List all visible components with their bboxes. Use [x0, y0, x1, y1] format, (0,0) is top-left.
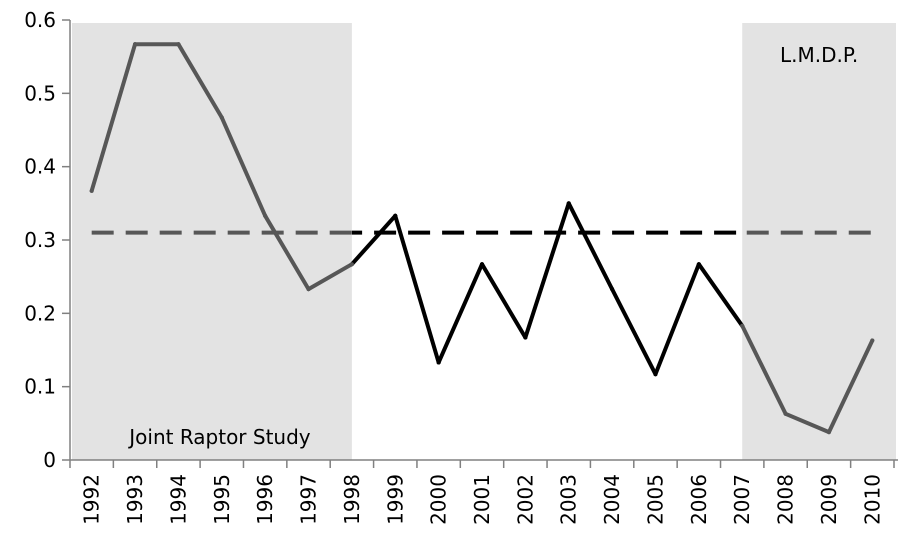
shaded-region-1 [72, 23, 352, 460]
x-tick-label-1994: 1994 [166, 474, 190, 525]
y-tick-label: 0.4 [24, 155, 56, 179]
series-line-segment [480, 262, 528, 340]
data-point-2005 [653, 372, 658, 377]
series-line-segment [176, 42, 224, 120]
data-point-1994 [176, 42, 181, 47]
region-label-2: L.M.D.P. [780, 43, 858, 67]
series-line-segment [696, 262, 745, 328]
shaded-region-2 [742, 23, 896, 460]
series-line-segment [523, 201, 571, 340]
data-point-2010 [870, 338, 875, 343]
series-line-segment [826, 338, 875, 435]
x-tick-label-2000: 2000 [427, 474, 451, 525]
y-tick-label: 0 [43, 448, 56, 472]
x-tick-label-1998: 1998 [340, 474, 364, 525]
x-tick-labels: 1992 1993 1994 1995 1996 1997 1998 1999 2000 2001… [80, 474, 885, 525]
series-line-segment [306, 262, 354, 292]
shaded-regions [72, 23, 896, 460]
series-line-segment [219, 115, 268, 218]
data-point-1997 [306, 287, 311, 292]
x-tick-label-1999: 1999 [383, 474, 407, 525]
data-point-1995 [219, 115, 224, 120]
data-point-2007 [740, 323, 745, 328]
x-tick-label-1997: 1997 [297, 474, 321, 525]
series-line-segment [436, 262, 484, 365]
series-line-segment [740, 323, 788, 416]
data-point-1999 [393, 213, 398, 218]
series-line-segment [783, 411, 831, 435]
series-line-segment [610, 287, 658, 377]
x-tick-label-2009: 2009 [817, 474, 841, 525]
region-labels: Joint Raptor Study L.M.D.P. [127, 43, 858, 449]
data-point-2000 [436, 360, 441, 365]
data-point-2001 [480, 262, 484, 267]
series-line-segment [653, 262, 701, 377]
y-tick-label: 0.3 [24, 228, 56, 252]
axes [62, 19, 898, 468]
x-tick-label-2007: 2007 [730, 474, 754, 525]
series-line-segment [263, 213, 311, 292]
x-tick-label-2003: 2003 [557, 474, 581, 525]
data-point-1992 [89, 188, 94, 193]
x-tick-label-2006: 2006 [687, 474, 711, 525]
x-tick-label-2010: 2010 [860, 474, 884, 525]
x-tick-label-2002: 2002 [513, 474, 537, 525]
x-tick-label-1995: 1995 [210, 474, 234, 525]
data-point-2006 [696, 262, 701, 267]
series-line-segment [89, 42, 138, 193]
y-tick-label: 0.6 [24, 8, 56, 32]
region-label-1: Joint Raptor Study [127, 425, 311, 449]
x-tick-label-1993: 1993 [123, 474, 147, 525]
x-tick-label-2004: 2004 [600, 474, 624, 525]
data-point-1998 [349, 262, 354, 267]
data-point-2003 [566, 201, 571, 206]
y-tick-label: 0.1 [24, 375, 56, 399]
data-point-2004 [610, 287, 615, 292]
x-tick-label-1992: 1992 [80, 474, 104, 525]
series-line-segment [349, 213, 398, 267]
series-line-segment [566, 201, 615, 292]
data-point-2009 [826, 430, 831, 435]
data-series [89, 42, 875, 435]
x-tick-label-2005: 2005 [643, 474, 667, 525]
data-point-1993 [133, 42, 138, 47]
x-tick-label-2008: 2008 [774, 474, 798, 525]
series-line-segment [393, 213, 441, 365]
x-tick-label-2001: 2001 [470, 474, 494, 525]
y-tick-label: 0.5 [24, 81, 56, 105]
y-tick-label: 0.2 [24, 301, 56, 325]
y-tick-labels: 0 0.1 0.2 0.3 0.4 0.5 0.6 [24, 8, 56, 472]
data-point-2008 [783, 411, 788, 416]
data-point-2002 [523, 335, 528, 340]
data-point-1996 [263, 213, 268, 218]
x-tick-label-1996: 1996 [253, 474, 277, 525]
